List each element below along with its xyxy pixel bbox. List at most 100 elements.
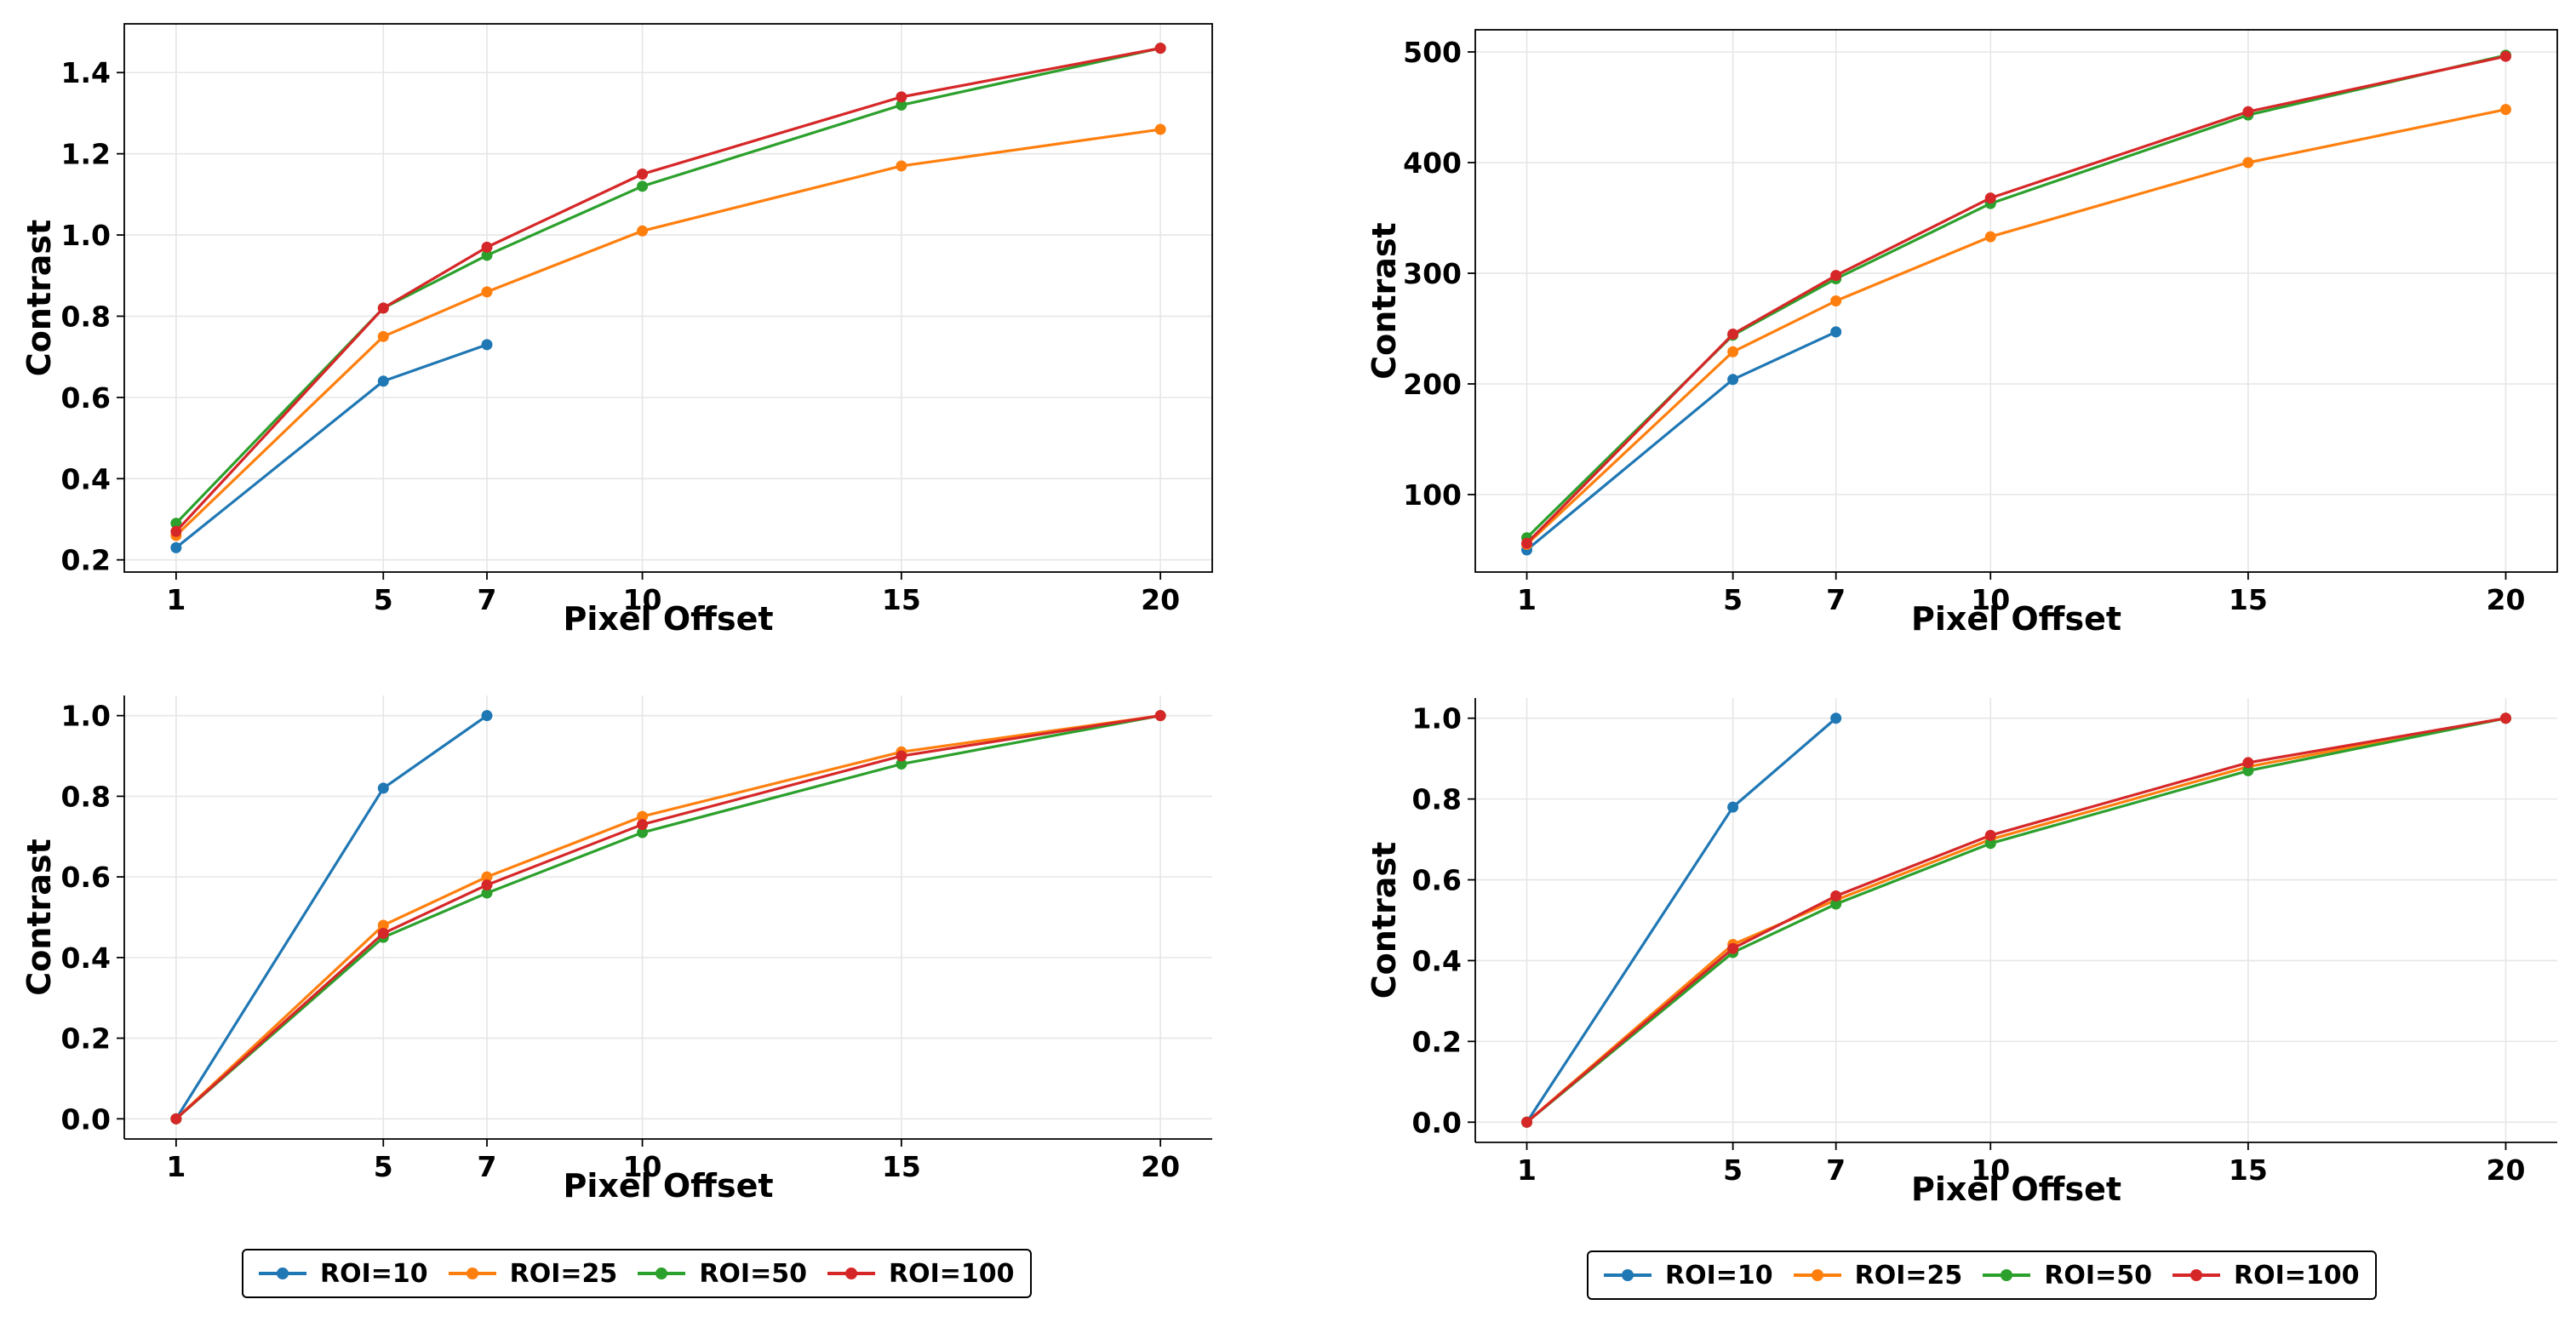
x-tick-label: 15 bbox=[882, 1150, 921, 1183]
legend-swatch-roi-50 bbox=[638, 1268, 686, 1279]
legend-item-roi-25: ROI=25 bbox=[448, 1258, 618, 1289]
legend-label-roi-25: ROI=25 bbox=[509, 1258, 618, 1289]
legend-label-roi-25: ROI=25 bbox=[1854, 1260, 1963, 1291]
data-point-roi-100 bbox=[2242, 106, 2254, 117]
data-point-roi-100 bbox=[896, 750, 907, 762]
series-line-roi-25 bbox=[175, 128, 1161, 537]
y-axis-label: Contrast bbox=[1365, 842, 1403, 999]
legend-item-roi-50: ROI=50 bbox=[638, 1259, 807, 1289]
x-tick-label: 5 bbox=[1723, 583, 1743, 616]
series-line-roi-25 bbox=[1526, 108, 2506, 546]
data-point-roi-50 bbox=[2242, 764, 2254, 776]
x-axis-label: Pixel Offset bbox=[563, 1167, 773, 1205]
data-point-roi-100 bbox=[1984, 829, 1996, 841]
data-point-roi-100 bbox=[1984, 192, 1996, 204]
x-tick-label: 15 bbox=[2229, 583, 2268, 616]
x-tick-label: 5 bbox=[1723, 1153, 1743, 1187]
x-tick-label: 20 bbox=[2487, 583, 2526, 616]
y-tick-label: 0.4 bbox=[1412, 944, 1462, 977]
x-tick-label: 15 bbox=[882, 583, 921, 616]
x-tick-label: 20 bbox=[1141, 583, 1180, 616]
legend-swatch-roi-10 bbox=[259, 1268, 306, 1279]
data-point-roi-25 bbox=[637, 225, 649, 237]
y-tick-label: 1.2 bbox=[61, 138, 111, 171]
data-point-roi-50 bbox=[481, 249, 493, 261]
legend-item-roi-25: ROI=25 bbox=[1793, 1260, 1963, 1291]
y-tick-label: 1.4 bbox=[61, 56, 111, 89]
data-point-roi-50 bbox=[481, 887, 493, 899]
y-axis-label: Contrast bbox=[20, 838, 58, 995]
y-tick-label: 0.2 bbox=[61, 1022, 111, 1056]
data-point-roi-100 bbox=[1727, 942, 1739, 954]
data-point-roi-25 bbox=[2499, 104, 2511, 116]
legend-label-roi-100: ROI=100 bbox=[2233, 1260, 2360, 1291]
x-tick-label: 10 bbox=[1971, 1153, 2010, 1187]
data-point-roi-10 bbox=[377, 375, 389, 387]
data-point-roi-50 bbox=[637, 180, 649, 192]
data-point-roi-100 bbox=[1154, 710, 1166, 722]
x-tick-label: 5 bbox=[374, 1150, 393, 1183]
x-axis-label: Pixel Offset bbox=[1911, 1170, 2121, 1208]
data-point-roi-100 bbox=[377, 927, 389, 939]
data-point-roi-25 bbox=[2242, 157, 2254, 169]
series-line-roi-100 bbox=[175, 47, 1161, 533]
data-point-roi-100 bbox=[1830, 270, 1842, 282]
data-point-roi-100 bbox=[170, 525, 182, 537]
y-tick-label: 0.6 bbox=[61, 381, 111, 415]
y-tick-label: 300 bbox=[1403, 257, 1462, 290]
data-point-roi-25 bbox=[637, 810, 649, 822]
y-tick-label: 0.6 bbox=[1412, 864, 1462, 897]
legend-item-roi-10: ROI=10 bbox=[259, 1259, 428, 1289]
data-point-roi-25 bbox=[1984, 231, 1996, 243]
y-tick-label: 500 bbox=[1403, 36, 1462, 69]
y-tick-label: 0.4 bbox=[61, 941, 111, 975]
data-point-roi-10 bbox=[481, 339, 493, 351]
x-axis-label: Pixel Offset bbox=[563, 600, 773, 638]
x-tick-label: 1 bbox=[166, 1150, 186, 1183]
y-tick-label: 0.8 bbox=[1412, 783, 1462, 816]
data-point-roi-100 bbox=[1830, 890, 1842, 902]
legend-label-roi-100: ROI=100 bbox=[888, 1258, 1015, 1289]
legend-swatch-roi-25 bbox=[448, 1268, 496, 1279]
series-line-roi-25 bbox=[1526, 717, 2506, 1124]
x-tick-label: 15 bbox=[2229, 1153, 2268, 1187]
legend-bottom-left: ROI=10 ROI=25 ROI=50 ROI=100 bbox=[242, 1249, 1032, 1298]
y-tick-label: 0.8 bbox=[61, 300, 111, 333]
data-point-roi-25 bbox=[896, 160, 907, 172]
data-point-roi-100 bbox=[377, 302, 389, 314]
x-tick-label: 20 bbox=[1141, 1150, 1180, 1183]
data-point-roi-100 bbox=[481, 241, 493, 253]
series-line-roi-10 bbox=[1526, 330, 1837, 552]
y-tick-label: 0.2 bbox=[61, 544, 111, 577]
data-point-roi-25 bbox=[481, 286, 493, 298]
data-point-roi-10 bbox=[1727, 801, 1739, 813]
data-point-roi-10 bbox=[1830, 326, 1842, 338]
data-point-roi-50 bbox=[170, 518, 182, 529]
y-tick-label: 400 bbox=[1403, 146, 1462, 180]
data-point-roi-100 bbox=[1521, 1116, 1533, 1128]
data-point-roi-50 bbox=[1984, 838, 1996, 850]
data-point-roi-100 bbox=[637, 169, 649, 180]
data-point-roi-10 bbox=[1727, 374, 1739, 386]
x-tick-label: 7 bbox=[1826, 1153, 1846, 1187]
data-point-roi-100 bbox=[896, 91, 907, 103]
y-tick-label: 0.2 bbox=[1412, 1025, 1462, 1058]
y-tick-label: 0.4 bbox=[61, 462, 111, 495]
y-axis-label: Contrast bbox=[1365, 222, 1403, 379]
x-tick-label: 5 bbox=[374, 583, 393, 616]
data-point-roi-25 bbox=[481, 871, 493, 883]
series-line-roi-50 bbox=[1526, 54, 2506, 539]
data-point-roi-50 bbox=[896, 99, 907, 111]
legend-label-roi-50: ROI=50 bbox=[2044, 1260, 2152, 1291]
data-point-roi-10 bbox=[377, 782, 389, 794]
y-tick-label: 1.0 bbox=[61, 700, 111, 733]
legend-label-roi-50: ROI=50 bbox=[699, 1258, 807, 1289]
legend-item-roi-100: ROI=100 bbox=[827, 1259, 1015, 1289]
data-point-roi-50 bbox=[1830, 898, 1842, 910]
series-line-roi-50 bbox=[175, 714, 1161, 1120]
x-tick-label: 10 bbox=[1971, 583, 2010, 616]
y-tick-label: 0.6 bbox=[61, 861, 111, 894]
y-tick-label: 100 bbox=[1403, 478, 1462, 512]
